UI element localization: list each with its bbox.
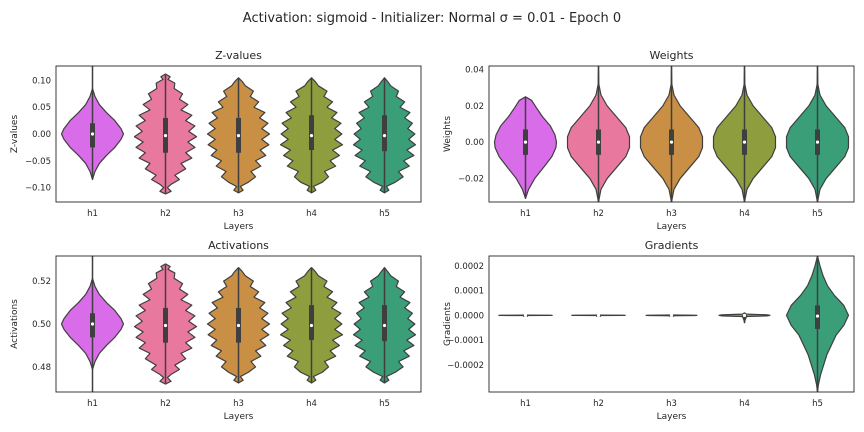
median-point-weights-h5 bbox=[815, 140, 820, 144]
z-values-xtick-label: h2 bbox=[160, 209, 171, 219]
z-values-xtick-label: h4 bbox=[306, 209, 317, 219]
activations-title: Activations bbox=[208, 239, 269, 252]
median-point-z-values-h2 bbox=[163, 134, 168, 138]
median-point-activations-h3 bbox=[236, 323, 241, 328]
gradients-ytick-label: 0.0001 bbox=[454, 287, 484, 297]
median-point-gradients-h4 bbox=[742, 313, 747, 317]
weights-xtick-label: h4 bbox=[739, 209, 750, 219]
iqr-box-z-values-h4 bbox=[309, 115, 314, 151]
median-point-gradients-h5 bbox=[815, 314, 820, 318]
gradients-violins bbox=[498, 256, 850, 392]
iqr-box-activations-h5 bbox=[382, 305, 387, 342]
activations-ytick-label: 0.52 bbox=[32, 277, 51, 287]
median-point-weights-h4 bbox=[742, 140, 747, 144]
gradients-title: Gradients bbox=[645, 239, 699, 252]
z-values-xtick-label: h1 bbox=[87, 209, 98, 219]
gradients-xlabel: Layers bbox=[657, 412, 687, 422]
median-point-z-values-h4 bbox=[309, 134, 314, 138]
z-values-ytick-label: −0.10 bbox=[25, 184, 51, 194]
figure-suptitle: Activation: sigmoid - Initializer: Norma… bbox=[243, 11, 621, 26]
median-point-weights-h2 bbox=[596, 140, 601, 144]
activations-xlabel: Layers bbox=[224, 412, 254, 422]
iqr-box-activations-h4 bbox=[309, 305, 314, 341]
activations-xtick-label: h5 bbox=[379, 399, 390, 409]
weights-xtick-label: h3 bbox=[666, 209, 677, 219]
gradients-xtick-label: h3 bbox=[666, 399, 677, 409]
weights-axes-frame bbox=[488, 65, 855, 203]
z-values-violins bbox=[60, 66, 417, 195]
z-values-ytick-label: −0.05 bbox=[25, 157, 51, 167]
z-values-ytick-label: 0.10 bbox=[32, 76, 51, 86]
activations-xtick-label: h1 bbox=[87, 399, 98, 409]
weights-xlabel: Layers bbox=[657, 222, 687, 232]
z-values-title: Z-values bbox=[215, 49, 262, 62]
activations-panel: Activations 0.48 0.50 0.52 h1 h2 h3 h4 h5 Layers A… bbox=[10, 239, 422, 422]
median-point-z-values-h3 bbox=[236, 134, 241, 138]
z-values-xlabel: Layers bbox=[224, 222, 254, 232]
gradients-ylabel: Gradients bbox=[443, 302, 453, 346]
z-values-xtick-label: h3 bbox=[233, 209, 244, 219]
gradients-xtick-label: h4 bbox=[739, 399, 750, 409]
activations-ytick-label: 0.48 bbox=[32, 363, 51, 373]
median-point-gradients-h1 bbox=[523, 313, 528, 317]
gradients-axes-frame bbox=[488, 255, 855, 393]
activations-xtick-label: h2 bbox=[160, 399, 171, 409]
gradients-ytick-label: 0.0000 bbox=[454, 311, 484, 321]
median-point-gradients-h2 bbox=[596, 313, 601, 317]
weights-ytick-label: −0.02 bbox=[458, 174, 484, 184]
weights-xtick-label: h2 bbox=[593, 209, 604, 219]
z-values-ytick-label: 0.05 bbox=[32, 103, 51, 113]
z-values-ylabel: Z-values bbox=[10, 115, 20, 154]
z-values-panel: Z-values −0.10 −0.05 0.00 0.05 0.10 h1 h2 h3 h4 h5… bbox=[10, 49, 422, 232]
gradients-xtick-label: h5 bbox=[812, 399, 823, 409]
gradients-ytick-label: −0.0002 bbox=[447, 361, 484, 371]
median-point-weights-h1 bbox=[523, 140, 528, 144]
gradients-panel: Gradients −0.0002 −0.0001 0.0000 0.0001 0.000… bbox=[443, 239, 855, 422]
activations-ylabel: Activations bbox=[10, 299, 20, 349]
median-point-z-values-h5 bbox=[382, 134, 387, 138]
activations-xtick-label: h3 bbox=[233, 399, 244, 409]
weights-xtick-label: h5 bbox=[812, 209, 823, 219]
activations-axes-frame bbox=[55, 255, 422, 393]
activations-violins bbox=[60, 256, 417, 392]
median-point-activations-h5 bbox=[382, 323, 387, 328]
gradients-ytick-label: −0.0001 bbox=[447, 336, 484, 346]
median-point-activations-h1 bbox=[90, 322, 95, 326]
z-values-xtick-label: h5 bbox=[379, 209, 390, 219]
z-values-axes-frame bbox=[55, 65, 422, 203]
median-point-activations-h4 bbox=[309, 323, 314, 328]
weights-xtick-label: h1 bbox=[520, 209, 531, 219]
gradients-xtick-label: h2 bbox=[593, 399, 604, 409]
median-point-z-values-h1 bbox=[90, 132, 95, 136]
median-point-weights-h3 bbox=[669, 140, 674, 144]
weights-violins bbox=[493, 66, 850, 202]
activations-ytick-label: 0.50 bbox=[32, 320, 51, 330]
weights-ytick-label: 0.04 bbox=[465, 66, 484, 76]
median-point-gradients-h3 bbox=[669, 313, 674, 317]
weights-panel: Weights −0.02 0.00 0.02 0.04 h1 h2 h3 h4 h5 Layers… bbox=[443, 49, 855, 232]
gradients-ytick-label: 0.0002 bbox=[454, 262, 484, 272]
z-values-ytick-label: 0.00 bbox=[32, 130, 51, 140]
weights-title: Weights bbox=[649, 49, 693, 62]
median-point-activations-h2 bbox=[163, 323, 168, 328]
activations-xtick-label: h4 bbox=[306, 399, 317, 409]
weights-ylabel: Weights bbox=[443, 116, 453, 152]
weights-ytick-label: 0.02 bbox=[465, 102, 484, 112]
weights-ytick-label: 0.00 bbox=[465, 138, 484, 148]
gradients-xtick-label: h1 bbox=[520, 399, 531, 409]
iqr-box-z-values-h5 bbox=[382, 115, 387, 152]
